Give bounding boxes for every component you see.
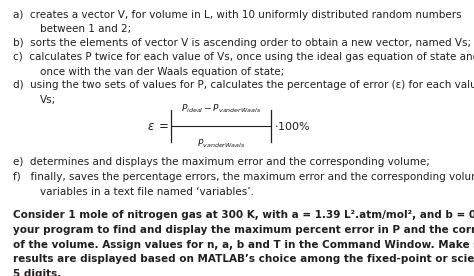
Text: $\varepsilon$: $\varepsilon$ [147, 120, 155, 133]
Text: Vs;: Vs; [40, 95, 56, 105]
Text: Consider 1 mole of nitrogen gas at 300 K, with a = 1.39 L².atm/mol², and b = 0.0: Consider 1 mole of nitrogen gas at 300 K… [13, 210, 474, 220]
Text: d)  using the two sets of values for P, calculates the percentage of error (ε) f: d) using the two sets of values for P, c… [13, 80, 474, 90]
Text: variables in a text file named ‘variables’.: variables in a text file named ‘variable… [40, 187, 254, 197]
Text: once with the van der Waals equation of state;: once with the van der Waals equation of … [40, 67, 284, 76]
Text: =: = [159, 120, 169, 133]
Text: $\mathit{P_{vanderWaals}}$: $\mathit{P_{vanderWaals}}$ [197, 138, 246, 150]
Text: of the volume. Assign values for n, a, b and T in the Command Window. Make sure : of the volume. Assign values for n, a, b… [13, 240, 474, 250]
Text: c)  calculates P twice for each value of Vs, once using the ideal gas equation o: c) calculates P twice for each value of … [13, 52, 474, 62]
Text: your program to find and display the maximum percent error in P and the correspo: your program to find and display the max… [13, 225, 474, 235]
Text: $\mathit{P_{ideal}-P_{vanderWaals}}$: $\mathit{P_{ideal}-P_{vanderWaals}}$ [181, 102, 262, 115]
Text: e)  determines and displays the maximum error and the corresponding volume;: e) determines and displays the maximum e… [13, 157, 430, 167]
Text: a)  creates a vector V, for volume in L, with 10 uniformly distributed random nu: a) creates a vector V, for volume in L, … [13, 10, 462, 20]
Text: f)   finally, saves the percentage errors, the maximum error and the correspondi: f) finally, saves the percentage errors,… [13, 172, 474, 182]
Text: between 1 and 2;: between 1 and 2; [40, 24, 132, 34]
Text: results are displayed based on MATLAB’s choice among the fixed-point or scientif: results are displayed based on MATLAB’s … [13, 254, 474, 264]
Text: 5 digits.: 5 digits. [13, 269, 62, 276]
Text: b)  sorts the elements of vector V is ascending order to obtain a new vector, na: b) sorts the elements of vector V is asc… [13, 38, 472, 48]
Text: $\cdot$100%: $\cdot$100% [274, 120, 311, 132]
